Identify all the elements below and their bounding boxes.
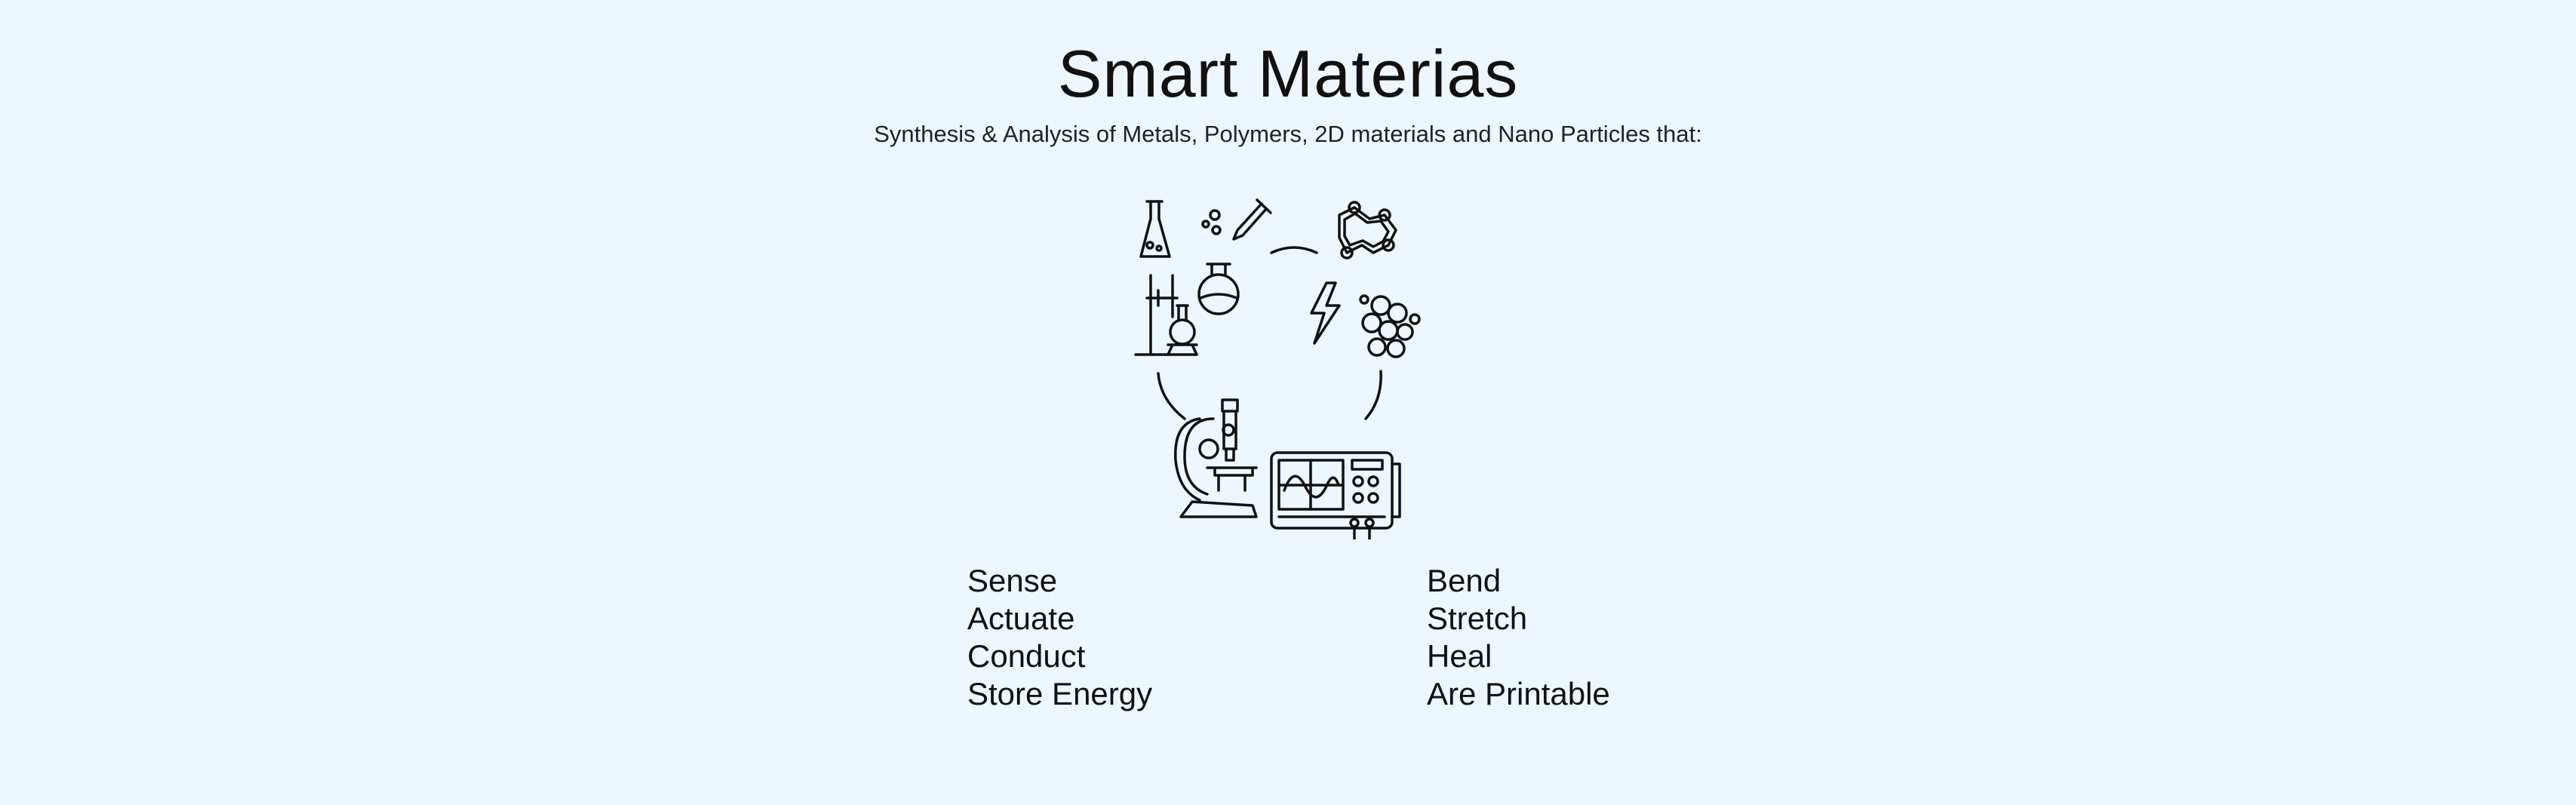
capability-item: Stretch bbox=[1427, 601, 1528, 636]
capabilities-list-left: Sense Actuate Conduct Store Energy bbox=[967, 562, 1152, 713]
capability-item: Actuate bbox=[967, 601, 1075, 636]
capability-item: Heal bbox=[1427, 638, 1492, 674]
capability-item: Store Energy bbox=[967, 676, 1153, 711]
capability-item: Bend bbox=[1427, 563, 1502, 598]
capability-item: Are Printable bbox=[1427, 676, 1610, 711]
oscilloscope-icon bbox=[1270, 451, 1401, 539]
microscope-icon bbox=[1174, 398, 1258, 518]
molecular-structure-icon bbox=[1310, 201, 1421, 358]
chemistry-glassware-icon bbox=[1134, 198, 1272, 356]
cycle-svg bbox=[1134, 198, 1421, 539]
page-subtitle: Synthesis & Analysis of Metals, Polymers… bbox=[874, 121, 1702, 147]
process-cycle-illustration bbox=[1124, 192, 1456, 539]
cycle-arcs bbox=[1157, 246, 1382, 420]
capabilities-list-right: Bend Stretch Heal Are Printable bbox=[1427, 562, 1610, 713]
page-title: Smart Materias bbox=[1057, 36, 1519, 111]
capability-item: Conduct bbox=[967, 638, 1086, 674]
capability-item: Sense bbox=[967, 563, 1058, 598]
